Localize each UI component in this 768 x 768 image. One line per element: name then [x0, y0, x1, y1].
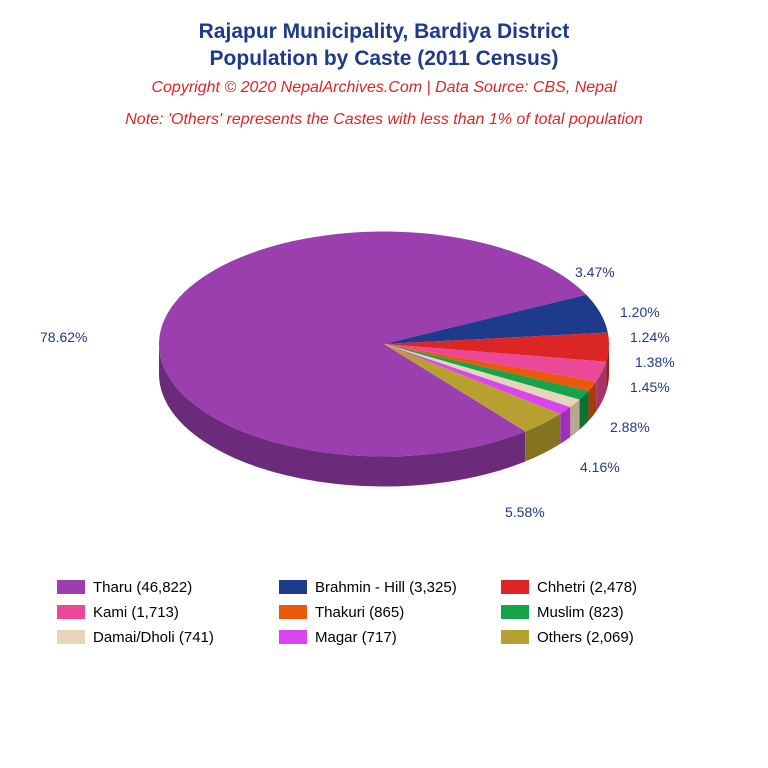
legend-item: Others (2,069): [501, 629, 711, 646]
legend-item: Chhetri (2,478): [501, 579, 711, 596]
legend-item: Kami (1,713): [57, 604, 267, 621]
legend-label: Tharu (46,822): [93, 579, 192, 596]
legend-swatch: [501, 580, 529, 594]
legend-swatch: [501, 630, 529, 644]
legend-swatch: [57, 630, 85, 644]
pie-data-label: 2.88%: [610, 419, 650, 435]
legend-label: Others (2,069): [537, 629, 634, 646]
legend-swatch: [279, 605, 307, 619]
pie-data-label: 3.47%: [575, 264, 615, 280]
legend-item: Muslim (823): [501, 604, 711, 621]
chart-legend: Tharu (46,822) Brahmin - Hill (3,325) Chhe…: [0, 579, 768, 646]
chart-title-line2: Population by Caste (2011 Census): [0, 45, 768, 72]
legend-swatch: [501, 605, 529, 619]
pie-data-label: 1.20%: [620, 304, 660, 320]
legend-swatch: [57, 580, 85, 594]
legend-item: Magar (717): [279, 629, 489, 646]
chart-copyright: Copyright © 2020 NepalArchives.Com | Dat…: [0, 79, 768, 97]
legend-label: Muslim (823): [537, 604, 624, 621]
pie-data-label: 1.24%: [630, 329, 670, 345]
legend-item: Tharu (46,822): [57, 579, 267, 596]
chart-note: Note: 'Others' represents the Castes wit…: [0, 111, 768, 129]
legend-swatch: [279, 630, 307, 644]
pie-data-label: 1.38%: [635, 354, 675, 370]
legend-label: Damai/Dholi (741): [93, 629, 214, 646]
legend-label: Kami (1,713): [93, 604, 179, 621]
pie-data-label: 78.62%: [40, 329, 87, 345]
legend-label: Magar (717): [315, 629, 397, 646]
legend-item: Thakuri (865): [279, 604, 489, 621]
pie-data-label: 5.58%: [505, 504, 545, 520]
legend-label: Chhetri (2,478): [537, 579, 637, 596]
chart-title-line1: Rajapur Municipality, Bardiya District: [0, 18, 768, 45]
legend-swatch: [57, 605, 85, 619]
legend-label: Brahmin - Hill (3,325): [315, 579, 457, 596]
legend-item: Damai/Dholi (741): [57, 629, 267, 646]
pie-chart: [124, 199, 644, 519]
legend-swatch: [279, 580, 307, 594]
legend-label: Thakuri (865): [315, 604, 404, 621]
legend-item: Brahmin - Hill (3,325): [279, 579, 489, 596]
pie-data-label: 4.16%: [580, 459, 620, 475]
pie-data-label: 1.45%: [630, 379, 670, 395]
pie-chart-area: 78.62% 5.58% 4.16% 2.88% 1.45% 1.38% 1.24% 1.20…: [0, 149, 768, 569]
